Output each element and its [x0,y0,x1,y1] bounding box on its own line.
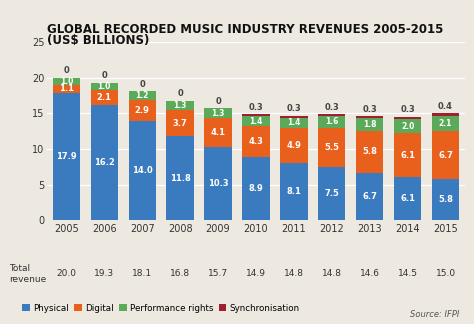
Bar [91,83,118,90]
Text: 15.0: 15.0 [436,269,456,278]
Text: 6.7: 6.7 [362,192,377,201]
Bar [242,126,270,157]
Text: 0: 0 [64,66,69,75]
Bar [394,133,421,177]
Text: 14.6: 14.6 [360,269,380,278]
Bar [242,157,270,220]
Bar [432,131,459,179]
Text: 8.1: 8.1 [286,187,301,196]
Bar [53,93,80,220]
Bar [432,113,459,116]
Bar [166,110,194,136]
Bar [91,105,118,220]
Bar [432,116,459,131]
Bar [128,91,156,100]
Text: 4.9: 4.9 [286,141,301,150]
Text: 1.0: 1.0 [60,77,73,86]
Text: 0.3: 0.3 [324,103,339,111]
Bar [166,100,194,110]
Text: 7.5: 7.5 [324,189,339,198]
Text: 1.1: 1.1 [59,84,74,93]
Text: 3.7: 3.7 [173,119,188,128]
Bar [394,177,421,220]
Text: 5.8: 5.8 [362,147,377,156]
Bar [356,118,383,131]
Text: 11.8: 11.8 [170,174,191,183]
Text: 14.8: 14.8 [284,269,304,278]
Bar [394,119,421,133]
Bar [280,118,308,128]
Text: 6.1: 6.1 [400,151,415,160]
Text: 4.3: 4.3 [248,137,264,146]
Bar [432,179,459,220]
Bar [128,100,156,121]
Text: (US$ BILLIONS): (US$ BILLIONS) [47,34,150,47]
Text: 0: 0 [101,71,107,80]
Text: 14.5: 14.5 [398,269,418,278]
Text: 0: 0 [215,97,221,106]
Text: 6.1: 6.1 [400,194,415,203]
Text: 1.4: 1.4 [287,118,301,127]
Text: 15.7: 15.7 [208,269,228,278]
Text: 4.1: 4.1 [210,128,226,137]
Bar [356,131,383,173]
Text: 16.2: 16.2 [94,158,115,167]
Text: 1.0: 1.0 [98,82,111,91]
Text: Total
revenue: Total revenue [9,264,47,284]
Text: 0: 0 [177,89,183,98]
Text: 14.8: 14.8 [322,269,342,278]
Text: 1.2: 1.2 [136,91,149,100]
Text: 14.0: 14.0 [132,166,153,175]
Text: 0.3: 0.3 [248,103,264,111]
Text: 2.9: 2.9 [135,106,150,115]
Text: 5.5: 5.5 [324,143,339,152]
Text: 5.8: 5.8 [438,195,453,204]
Bar [318,116,346,128]
Bar [242,114,270,116]
Text: 1.3: 1.3 [173,101,187,110]
Text: 14.9: 14.9 [246,269,266,278]
Bar [356,116,383,118]
Bar [318,128,346,167]
Text: 20.0: 20.0 [56,269,76,278]
Legend: Physical, Digital, Performance rights, Synchronisation: Physical, Digital, Performance rights, S… [18,300,303,316]
Bar [128,121,156,220]
Bar [53,78,80,85]
Text: 0: 0 [139,80,145,89]
Bar [318,167,346,220]
Bar [204,109,232,118]
Bar [166,136,194,220]
Bar [53,85,80,93]
Bar [91,90,118,105]
Bar [356,173,383,220]
Text: 16.8: 16.8 [170,269,190,278]
Bar [204,147,232,220]
Bar [280,128,308,163]
Bar [242,116,270,126]
Text: 0.4: 0.4 [438,102,453,111]
Bar [280,116,308,118]
Text: 1.4: 1.4 [249,117,263,126]
Text: 0.3: 0.3 [286,104,301,113]
Text: 2.0: 2.0 [401,122,414,131]
Bar [204,118,232,147]
Text: 1.8: 1.8 [363,120,376,129]
Text: 2.1: 2.1 [97,93,112,102]
Text: 0.3: 0.3 [362,105,377,114]
Text: 19.3: 19.3 [94,269,114,278]
Text: 10.3: 10.3 [208,179,228,188]
Bar [318,114,346,116]
Text: 0.3: 0.3 [400,106,415,114]
Text: GLOBAL RECORDED MUSIC INDUSTRY REVENUES 2005-2015: GLOBAL RECORDED MUSIC INDUSTRY REVENUES … [47,23,444,36]
Bar [280,163,308,220]
Text: 1.3: 1.3 [211,109,225,118]
Text: Source: IFPI: Source: IFPI [410,310,460,319]
Text: 17.9: 17.9 [56,152,77,161]
Text: 2.1: 2.1 [439,119,452,128]
Text: 1.6: 1.6 [325,118,338,126]
Text: 8.9: 8.9 [248,184,264,193]
Text: 6.7: 6.7 [438,151,453,160]
Text: 18.1: 18.1 [132,269,152,278]
Bar [394,117,421,119]
